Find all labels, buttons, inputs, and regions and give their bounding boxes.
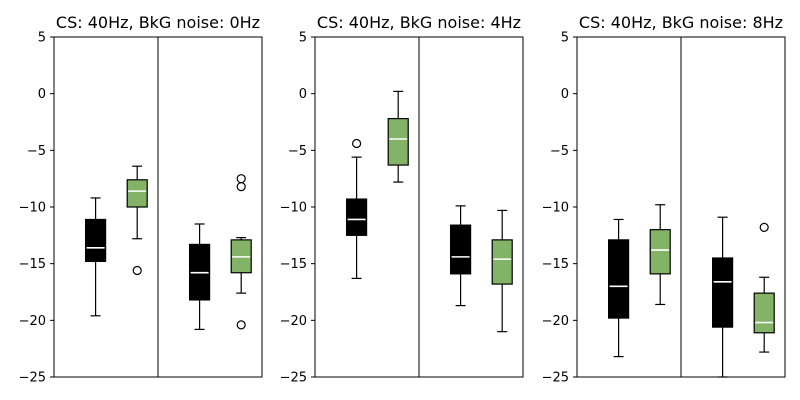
y-tick-label: −20 bbox=[19, 314, 46, 329]
panel-title: CS: 40Hz, BkG noise: 0Hz bbox=[56, 13, 260, 32]
outlier-point bbox=[236, 320, 246, 330]
panel-2: CS: 40Hz, BkG noise: 8Hz 5 0 −5 −10 −15 −20 −2… bbox=[542, 13, 786, 386]
y-tick-label: −10 bbox=[19, 201, 46, 216]
box bbox=[450, 224, 472, 275]
outlier-point bbox=[132, 265, 142, 276]
outlier-point bbox=[759, 222, 769, 232]
y-tick-label: −20 bbox=[542, 314, 569, 329]
panel-title: CS: 40Hz, BkG noise: 8Hz bbox=[579, 13, 783, 32]
y-tick-label: −25 bbox=[19, 371, 46, 386]
outlier-point bbox=[352, 138, 362, 149]
y-tick-label: −15 bbox=[542, 257, 569, 272]
y-axis-ticks: 5 0 −5 −10 −15 −20 −25 bbox=[542, 31, 577, 386]
box bbox=[711, 257, 734, 328]
y-tick-label: −15 bbox=[19, 257, 46, 272]
y-tick-label: 0 bbox=[38, 87, 46, 102]
y-tick-label: 0 bbox=[561, 87, 569, 102]
y-tick-label: −25 bbox=[542, 371, 569, 386]
y-tick-label: −5 bbox=[27, 144, 46, 159]
y-tick-label: 5 bbox=[561, 31, 569, 46]
panel-0: CS: 40Hz, BkG noise: 0Hz 5 0 −5 −10 −15 −20 −2… bbox=[19, 13, 263, 386]
box-marks bbox=[346, 37, 513, 377]
box bbox=[491, 239, 513, 285]
box bbox=[84, 218, 107, 262]
y-tick-label: −5 bbox=[550, 144, 569, 159]
y-tick-label: −5 bbox=[288, 144, 307, 159]
box bbox=[753, 292, 775, 334]
y-tick-label: −20 bbox=[280, 314, 307, 329]
outlier-point bbox=[236, 182, 246, 192]
y-axis-ticks: 5 0 −5 −10 −15 −20 −25 bbox=[280, 31, 315, 386]
y-tick-label: 0 bbox=[299, 87, 307, 102]
axes-frame bbox=[576, 36, 786, 378]
y-axis-ticks: 5 0 −5 −10 −15 −20 −25 bbox=[19, 31, 54, 386]
box-marks bbox=[607, 37, 775, 378]
y-tick-label: −25 bbox=[280, 371, 307, 386]
box bbox=[346, 198, 368, 236]
axes-frame bbox=[314, 36, 524, 378]
y-tick-label: 5 bbox=[299, 31, 307, 46]
panel-1: CS: 40Hz, BkG noise: 4Hz 5 0 −5 −10 −15 −20 −2… bbox=[280, 13, 524, 386]
panel-title: CS: 40Hz, BkG noise: 4Hz bbox=[317, 13, 521, 32]
y-tick-label: −15 bbox=[280, 257, 307, 272]
axes-frame bbox=[53, 36, 263, 378]
box bbox=[607, 239, 630, 319]
y-tick-label: −10 bbox=[280, 201, 307, 216]
y-tick-label: 5 bbox=[38, 31, 46, 46]
box bbox=[649, 229, 671, 275]
box bbox=[126, 179, 148, 208]
box-marks bbox=[84, 37, 252, 377]
y-tick-label: −10 bbox=[542, 201, 569, 216]
box bbox=[387, 117, 409, 166]
